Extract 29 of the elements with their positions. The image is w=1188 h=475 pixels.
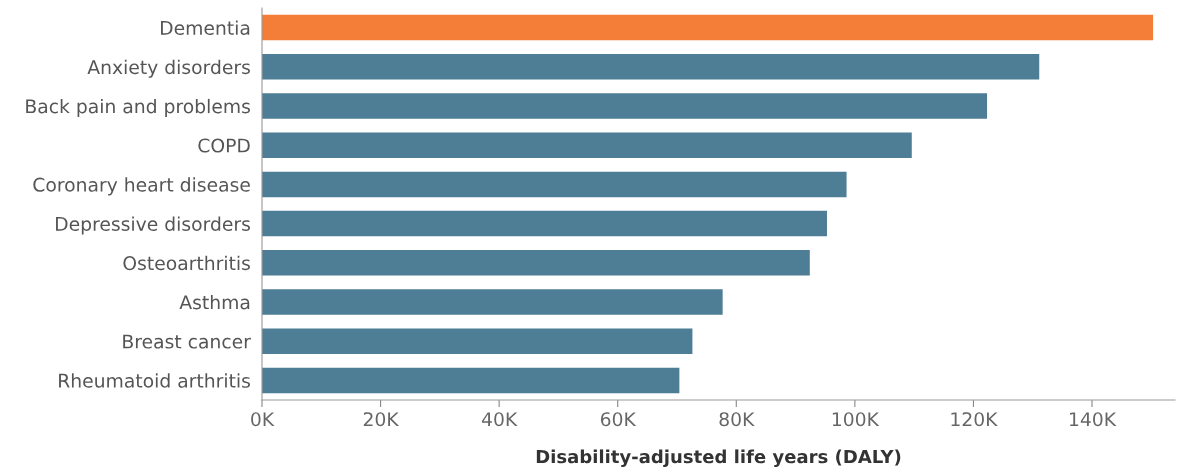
x-tick-label: 20K [363, 412, 400, 427]
y-tick-label: Asthma [179, 294, 250, 310]
x-tick-label: 0K [251, 412, 275, 427]
x-tick-label: 80K [719, 412, 755, 427]
bar [262, 171, 847, 198]
x-tick-label: 120K [951, 412, 998, 427]
bar [262, 328, 693, 354]
y-tick-label: Back pain and problems [26, 98, 250, 118]
x-tick-label: 60K [600, 412, 637, 427]
y-tick-label: COPD [198, 138, 250, 153]
x-tick-label: 140K [1070, 412, 1117, 427]
y-tick-label: Breast cancer [123, 334, 251, 349]
bar [262, 54, 1040, 80]
x-axis-title: Disability-adjusted life years (DALY) [536, 449, 901, 468]
x-tick-label: 40K [481, 412, 518, 427]
bar [262, 250, 810, 276]
bar [262, 210, 827, 237]
bar [262, 14, 1154, 41]
y-tick-label: Osteoarthritis [123, 255, 250, 271]
bar [262, 367, 680, 394]
y-tick-label: Anxiety disorders [87, 59, 250, 78]
x-tick-label: 100K [832, 412, 880, 427]
y-tick-label: Dementia [161, 20, 250, 35]
bar [262, 93, 988, 119]
y-tick-label: Depressive disorders [56, 216, 250, 235]
y-tick-label: Rheumatoid arthritis [59, 373, 250, 388]
bar [262, 289, 723, 315]
bar [262, 132, 912, 158]
y-tick-label: Coronary heart disease [33, 177, 250, 196]
